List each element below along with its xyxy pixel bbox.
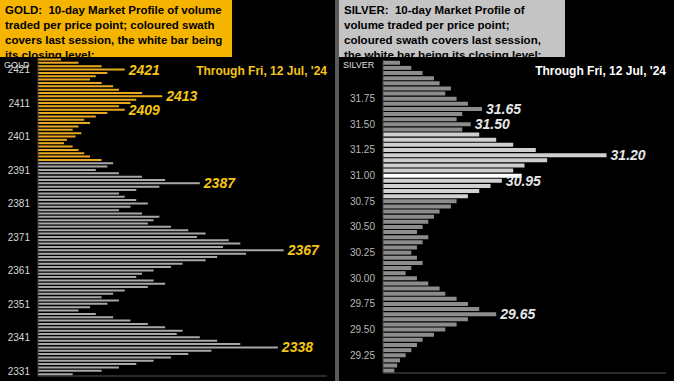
svg-text:31.75: 31.75	[350, 93, 375, 104]
svg-text:2421: 2421	[128, 62, 160, 78]
svg-text:31.50: 31.50	[475, 116, 510, 132]
svg-text:31.25: 31.25	[350, 144, 375, 155]
svg-text:2367: 2367	[287, 242, 320, 258]
svg-text:2381: 2381	[8, 198, 30, 209]
svg-text:29.75: 29.75	[350, 298, 375, 309]
svg-text:29.50: 29.50	[350, 324, 375, 335]
svg-text:2371: 2371	[8, 232, 30, 243]
svg-text:2341: 2341	[8, 332, 30, 343]
svg-text:2331: 2331	[8, 366, 30, 377]
svg-text:2411: 2411	[8, 98, 30, 109]
svg-text:31.00: 31.00	[350, 170, 375, 181]
svg-text:31.20: 31.20	[611, 147, 646, 163]
svg-text:30.75: 30.75	[350, 196, 375, 207]
svg-text:2387: 2387	[203, 175, 236, 191]
svg-text:2421: 2421	[8, 64, 30, 75]
svg-text:31.65: 31.65	[486, 101, 521, 117]
svg-text:2338: 2338	[281, 339, 313, 355]
svg-text:2351: 2351	[8, 299, 30, 310]
svg-text:30.50: 30.50	[350, 221, 375, 232]
svg-text:30.25: 30.25	[350, 247, 375, 258]
svg-text:2401: 2401	[8, 131, 30, 142]
svg-text:30.00: 30.00	[350, 273, 375, 284]
svg-text:2409: 2409	[128, 102, 160, 118]
svg-text:2391: 2391	[8, 165, 30, 176]
svg-text:2361: 2361	[8, 265, 30, 276]
svg-text:29.65: 29.65	[499, 306, 535, 322]
svg-text:30.95: 30.95	[506, 173, 541, 189]
svg-text:2413: 2413	[165, 88, 197, 104]
svg-text:29.25: 29.25	[350, 350, 375, 361]
svg-text:31.50: 31.50	[350, 119, 375, 130]
